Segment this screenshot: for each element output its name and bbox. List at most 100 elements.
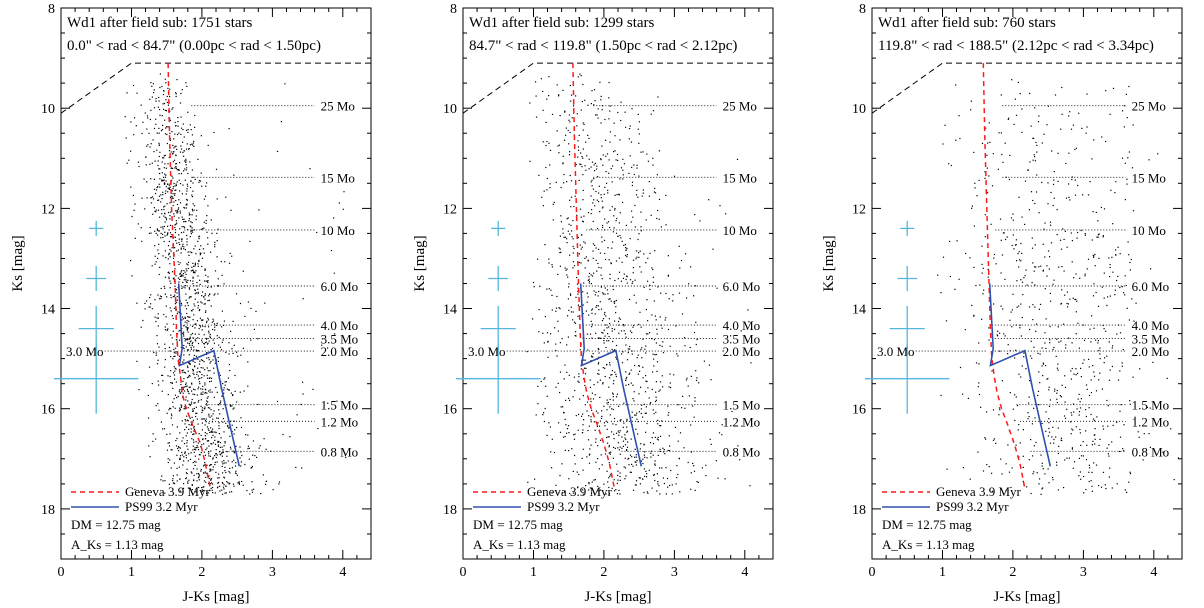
star-point	[186, 322, 188, 324]
star-point	[587, 429, 589, 432]
star-point	[625, 378, 627, 380]
star-point	[167, 163, 169, 165]
star-point	[617, 320, 620, 323]
star-point	[206, 321, 208, 324]
star-point	[598, 352, 600, 354]
star-point	[614, 194, 616, 196]
star-point	[194, 289, 196, 291]
star-point	[559, 235, 561, 237]
star-point	[567, 298, 569, 300]
star-point	[564, 139, 566, 141]
star-point	[214, 246, 216, 248]
star-point	[186, 167, 188, 169]
star-point	[1031, 357, 1033, 359]
star-point	[172, 193, 174, 195]
star-point	[188, 338, 190, 341]
star-point	[134, 117, 136, 119]
star-point	[170, 310, 172, 312]
star-point	[1068, 183, 1070, 185]
y-axis-label: Ks [mag]	[10, 235, 26, 291]
star-point	[639, 250, 641, 252]
star-point	[612, 383, 615, 385]
star-point	[606, 402, 608, 404]
star-point	[1056, 367, 1058, 369]
star-point	[156, 363, 159, 365]
star-point	[1054, 390, 1056, 392]
star-point	[153, 188, 156, 190]
star-point	[231, 491, 233, 493]
star-point	[556, 84, 558, 86]
star-point	[147, 117, 149, 119]
star-point	[1075, 426, 1077, 428]
star-point	[150, 82, 152, 84]
star-point	[1090, 341, 1092, 343]
star-point	[560, 186, 562, 189]
star-point	[192, 410, 194, 412]
star-point	[658, 390, 660, 392]
star-point	[1032, 304, 1034, 306]
star-point	[668, 412, 670, 414]
star-point	[599, 252, 601, 254]
star-point	[150, 202, 153, 204]
star-point	[169, 407, 171, 409]
star-point	[618, 405, 620, 407]
star-point	[567, 230, 569, 232]
star-point	[172, 152, 174, 155]
star-point	[156, 229, 158, 231]
star-point	[192, 462, 194, 464]
star-point	[609, 141, 611, 143]
star-point	[189, 341, 191, 343]
star-point	[191, 134, 193, 136]
star-point	[170, 211, 172, 213]
star-point	[1038, 404, 1040, 406]
star-point	[649, 332, 651, 334]
star-point	[564, 491, 566, 493]
star-point	[205, 280, 207, 282]
tick-marks	[462, 7, 774, 560]
star-point	[231, 348, 233, 350]
star-point	[226, 388, 228, 390]
star-point	[202, 248, 204, 250]
star-point	[999, 409, 1001, 411]
star-point	[195, 215, 197, 217]
star-point	[576, 283, 579, 285]
star-point	[163, 90, 165, 92]
star-point	[945, 320, 948, 322]
star-point	[233, 452, 235, 454]
star-point	[198, 454, 200, 456]
star-point	[234, 451, 236, 453]
star-point	[608, 326, 610, 328]
star-point	[615, 220, 617, 222]
star-point	[170, 370, 172, 372]
star-point	[607, 189, 609, 191]
star-point	[227, 389, 230, 391]
star-point	[612, 392, 614, 394]
star-point	[1177, 457, 1179, 459]
star-point	[650, 113, 652, 115]
legend-ps99-label: PS99 3.2 Myr	[936, 499, 1009, 514]
star-point	[176, 133, 179, 136]
star-point	[186, 349, 189, 351]
star-point	[1098, 257, 1100, 259]
star-point	[1010, 311, 1012, 313]
star-point	[736, 158, 739, 160]
star-point	[1092, 211, 1094, 213]
star-point	[197, 442, 199, 444]
star-point	[168, 184, 170, 186]
star-point	[169, 307, 171, 309]
star-point	[153, 351, 155, 354]
star-point	[213, 342, 215, 344]
star-point	[607, 436, 609, 438]
star-point	[187, 172, 189, 175]
star-point	[584, 165, 586, 167]
star-point	[599, 211, 601, 213]
star-point	[1031, 282, 1033, 284]
star-point	[543, 190, 545, 192]
star-point	[168, 346, 171, 349]
mass-label: 3.5 Mo	[723, 332, 761, 347]
star-point	[1080, 398, 1082, 400]
star-point	[588, 276, 590, 278]
star-point	[180, 248, 182, 250]
star-point	[228, 342, 230, 344]
star-point	[608, 97, 610, 99]
